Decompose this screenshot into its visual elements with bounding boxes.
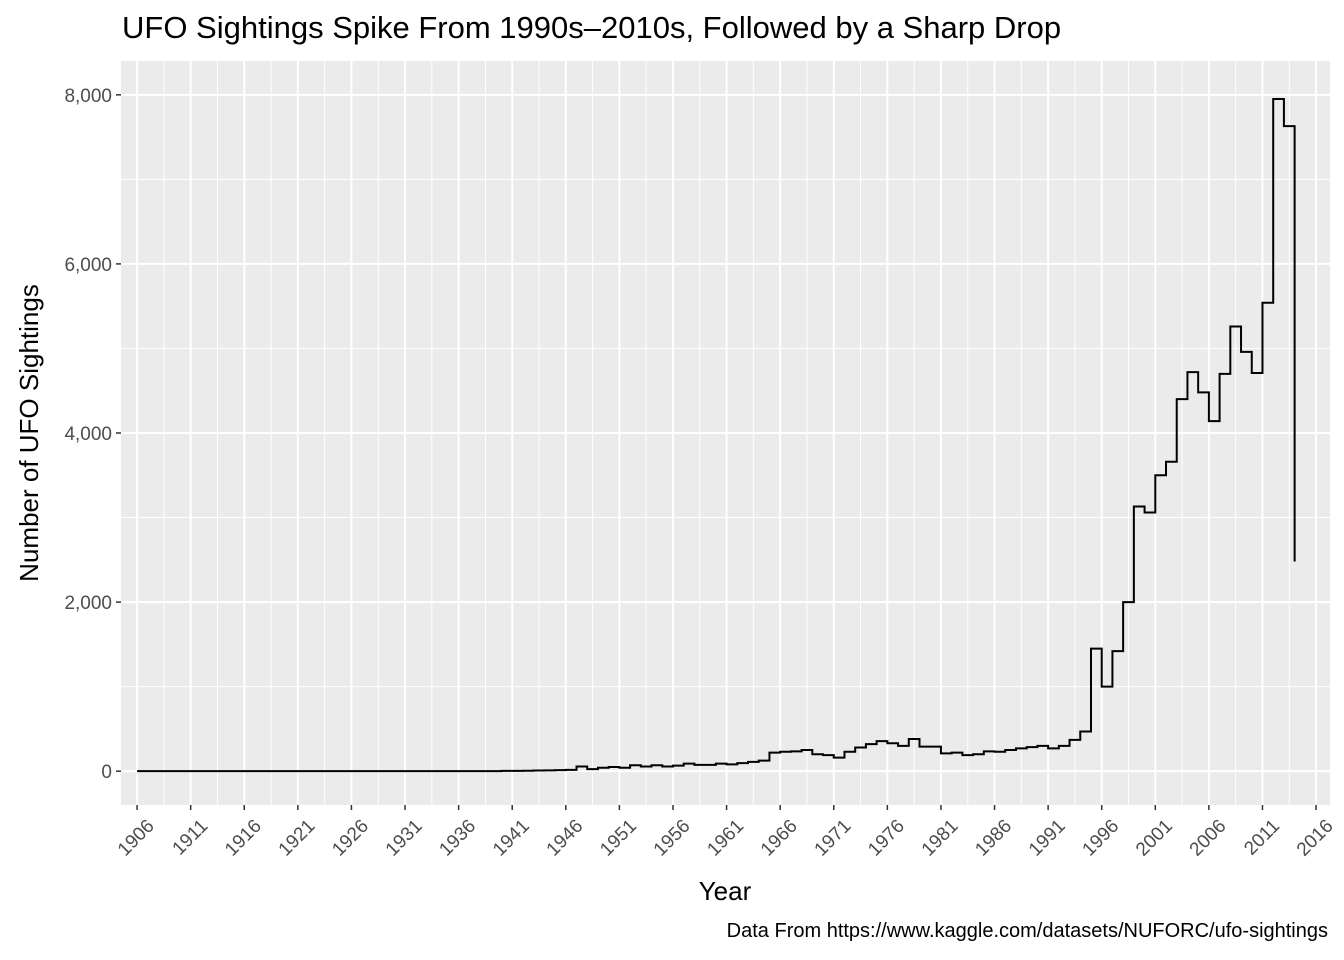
x-tick-label: 1951 [596,816,641,861]
x-tick-label: 2006 [1186,816,1231,861]
x-tick-label: 2011 [1240,816,1284,860]
y-tick-label: 8,000 [64,86,112,107]
grid-major [121,61,1330,805]
x-tick-label: 1931 [382,816,427,861]
x-tick-label: 1911 [169,816,213,860]
x-tick-label: 1906 [114,816,159,861]
x-tick-label: 1956 [650,816,695,861]
x-tick-label: 1916 [221,816,266,861]
y-tick-label: 2,000 [64,593,112,614]
x-tick-label: 2016 [1293,816,1338,861]
x-tick-label: 1926 [328,816,373,861]
series-line [137,98,1296,773]
x-axis: 1906 1911 1916 1921 1926 1931 1936 1941 1946 1951… [114,805,1338,860]
y-tick-label: 4,000 [64,424,112,445]
x-tick-label: 1941 [489,816,534,861]
x-tick-label: 1981 [918,816,963,861]
y-tick-label: 0 [101,762,112,783]
x-tick-label: 1996 [1079,816,1124,861]
x-axis-title: Year [699,876,752,906]
x-tick-label: 1991 [1025,816,1070,861]
x-tick-label: 1966 [757,816,802,861]
x-tick-label: 1976 [864,816,909,861]
data-source-caption: Data From https://www.kaggle.com/dataset… [726,920,1328,942]
x-tick-label: 1936 [435,816,480,861]
chart-title: UFO Sightings Spike From 1990s–2010s, Fo… [122,10,1062,45]
x-tick-label: 1946 [543,816,588,861]
x-tick-label: 1961 [703,816,748,861]
x-tick-label: 2001 [1132,816,1177,861]
x-tick-label: 1986 [971,816,1016,861]
x-tick-label: 1921 [275,816,320,861]
y-axis-title: Number of UFO Sightings [14,284,44,582]
y-axis: 0 2,000 4,000 6,000 8,000 [64,86,121,783]
y-tick-label: 6,000 [64,255,112,276]
x-tick-label: 1971 [811,816,856,861]
